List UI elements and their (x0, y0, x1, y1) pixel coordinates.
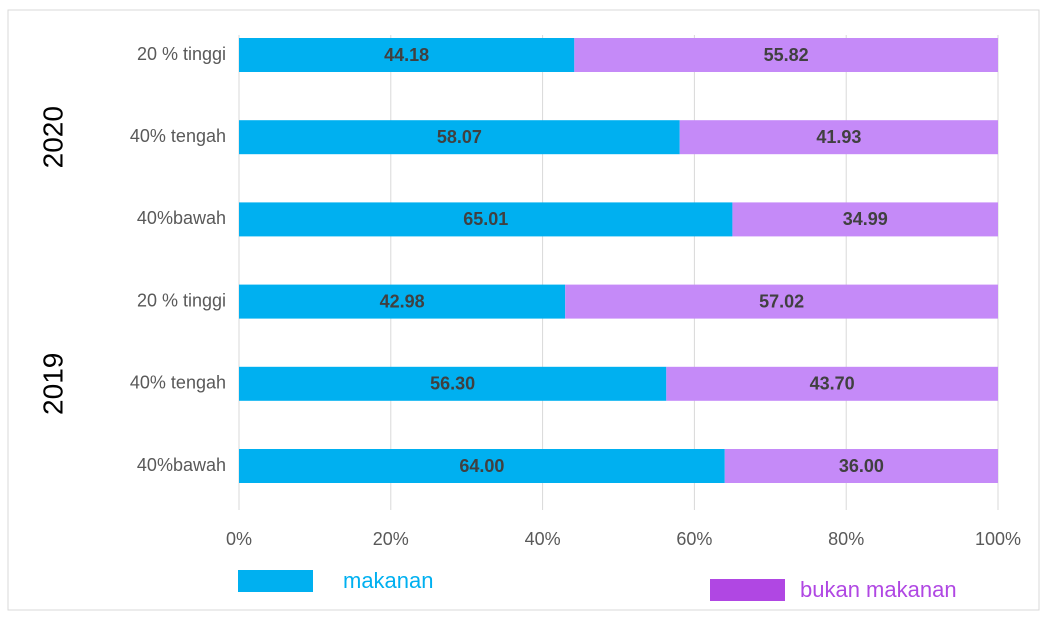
data-label: 65.01 (463, 209, 508, 229)
bar-segment (239, 366, 667, 401)
bar-segment (239, 120, 680, 155)
bar-segment (239, 284, 566, 319)
category-label: 20 % tinggi (137, 44, 226, 64)
data-label: 56.30 (430, 374, 475, 394)
data-label: 55.82 (764, 45, 809, 65)
legend-swatch (238, 570, 313, 592)
category-label: 40% tengah (130, 373, 226, 393)
x-tick-label: 20% (373, 529, 409, 549)
data-label: 64.00 (459, 456, 504, 476)
data-label: 44.18 (384, 45, 429, 65)
group-label: 2020 (37, 106, 68, 168)
x-tick-label: 40% (525, 529, 561, 549)
bar-segment (239, 449, 725, 483)
category-label: 40%bawah (137, 208, 226, 228)
bar-segment (724, 449, 998, 483)
data-label: 42.98 (380, 291, 425, 311)
x-tick-label: 60% (676, 529, 712, 549)
category-label: 20 % tinggi (137, 290, 226, 310)
data-label: 41.93 (816, 127, 861, 147)
bar-segment (732, 202, 998, 237)
category-label: 40% tengah (130, 126, 226, 146)
x-tick-label: 0% (226, 529, 252, 549)
legend-label: makanan (343, 568, 434, 593)
bar-segment (239, 38, 575, 72)
legend-label: bukan makanan (800, 577, 957, 602)
bar-segment (679, 120, 998, 155)
bar-segment (666, 366, 998, 401)
x-tick-label: 100% (975, 529, 1021, 549)
legend-swatch (710, 579, 785, 601)
data-label: 36.00 (839, 456, 884, 476)
bar-segment (574, 38, 998, 72)
data-label: 57.02 (759, 291, 804, 311)
group-label: 2019 (37, 353, 68, 415)
category-label: 40%bawah (137, 455, 226, 475)
data-label: 58.07 (437, 127, 482, 147)
data-label: 34.99 (843, 209, 888, 229)
x-tick-label: 80% (828, 529, 864, 549)
bar-segment (239, 202, 733, 237)
data-label: 43.70 (810, 374, 855, 394)
bar-segment (565, 284, 998, 319)
